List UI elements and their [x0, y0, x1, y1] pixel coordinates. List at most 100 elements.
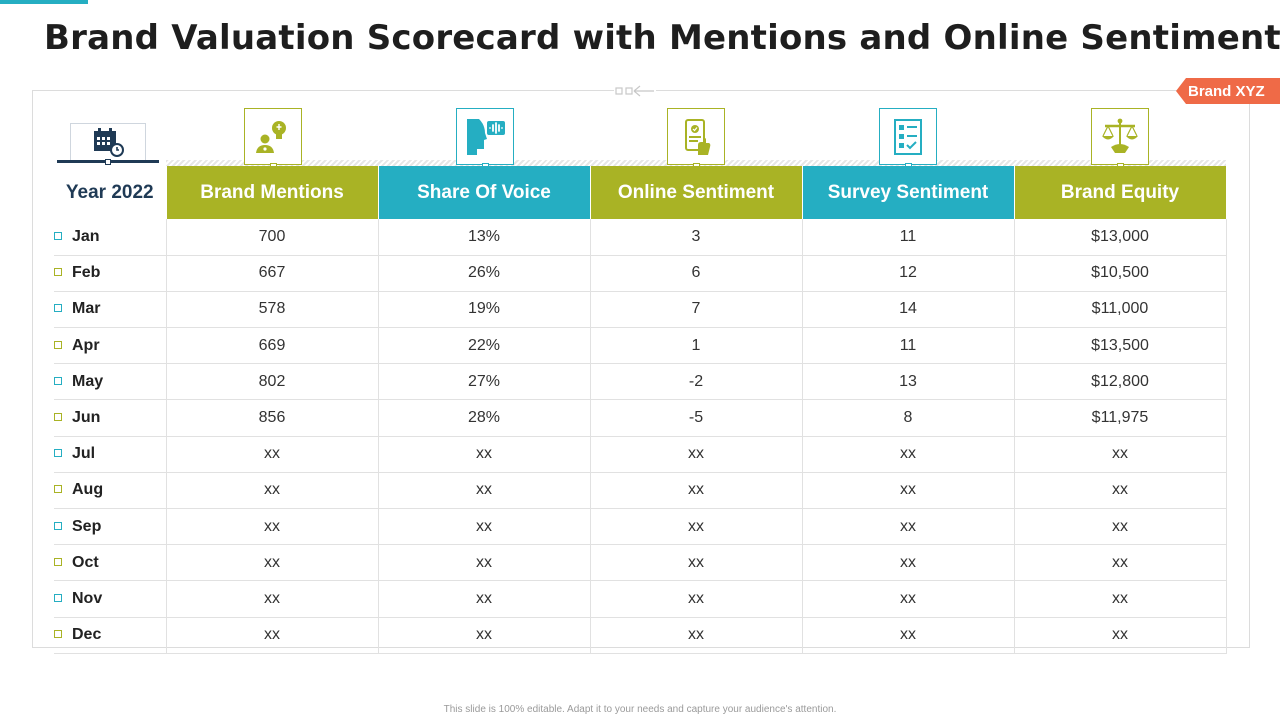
value-cell: xx	[1014, 436, 1227, 473]
value-cell: xx	[166, 472, 379, 510]
square-bullet-icon	[54, 231, 62, 240]
value-cell: xx	[166, 436, 379, 473]
value-cell: -2	[590, 363, 803, 401]
balance-scale-icon	[1102, 118, 1138, 153]
year-connector-dot	[105, 159, 111, 165]
value-cell: xx	[590, 544, 803, 582]
value-cell: 7	[590, 291, 803, 329]
square-bullet-icon	[54, 268, 62, 277]
value-cell: xx	[1014, 580, 1227, 618]
square-bullet-icon	[54, 521, 62, 530]
month-cell: Jan	[54, 219, 167, 256]
value-cell: $13,000	[1014, 219, 1227, 256]
calendar-icon	[94, 128, 124, 157]
value-cell: xx	[802, 436, 1015, 473]
share-of-voice-icon-box	[456, 108, 514, 170]
table-row: May 802 27% -2 13 $12,800	[54, 363, 1227, 401]
month-label: Apr	[72, 336, 100, 354]
month-label: May	[72, 372, 104, 390]
survey-sentiment-icon-box	[879, 108, 937, 170]
square-bullet-icon	[54, 557, 62, 566]
month-label: Aug	[72, 481, 104, 499]
value-cell: 19%	[378, 291, 591, 329]
table-row: Oct xx xx xx xx xx	[54, 544, 1227, 582]
value-cell: xx	[166, 580, 379, 618]
table-row: Jul xx xx xx xx xx	[54, 436, 1227, 473]
square-bullet-icon	[54, 304, 62, 313]
month-cell: May	[54, 363, 167, 401]
square-bullet-icon	[54, 413, 62, 422]
month-cell: Oct	[54, 544, 167, 582]
month-label: Nov	[72, 589, 103, 607]
value-cell: xx	[378, 508, 591, 546]
value-cell: 669	[166, 327, 379, 365]
value-cell: $13,500	[1014, 327, 1227, 365]
value-cell: 22%	[378, 327, 591, 365]
value-cell: 667	[166, 255, 379, 292]
value-cell: $12,800	[1014, 363, 1227, 401]
value-cell: xx	[802, 508, 1015, 546]
value-cell: 11	[802, 219, 1015, 256]
square-bullet-icon	[54, 340, 62, 349]
value-cell: xx	[166, 544, 379, 582]
value-cell: xx	[1014, 544, 1227, 582]
square-bullet-icon	[54, 485, 62, 494]
value-cell: 1	[590, 327, 803, 365]
online-sentiment-icon-box	[667, 108, 725, 170]
square-bullet-icon	[54, 630, 62, 639]
value-cell: xx	[590, 472, 803, 510]
table-body: Jan 700 13% 3 11 $13,000 Feb 667 26% 6 12 $10,500 Ma…	[54, 219, 1227, 654]
table-row: Mar 578 19% 7 14 $11,000	[54, 291, 1227, 329]
month-cell: Jul	[54, 436, 167, 473]
month-label: Mar	[72, 300, 101, 318]
square-bullet-icon	[54, 449, 62, 458]
table-row: Dec xx xx xx xx xx	[54, 617, 1227, 654]
table-row: Jan 700 13% 3 11 $13,000	[54, 219, 1227, 256]
month-cell: Sep	[54, 508, 167, 546]
brand-tag: Brand XYZ	[1176, 78, 1280, 104]
table-row: Aug xx xx xx xx xx	[54, 472, 1227, 510]
value-cell: xx	[802, 544, 1015, 582]
value-cell: xx	[590, 617, 803, 654]
value-cell: $11,975	[1014, 399, 1227, 437]
value-cell: xx	[378, 472, 591, 510]
scorecard-table: Year 2022 Brand Mentions Share Of Voice …	[54, 166, 1227, 654]
table-row: Feb 667 26% 6 12 $10,500	[54, 255, 1227, 292]
value-cell: xx	[590, 580, 803, 618]
value-cell: xx	[166, 617, 379, 654]
value-cell: xx	[802, 472, 1015, 510]
mobile-feedback-icon	[685, 118, 711, 155]
value-cell: xx	[590, 508, 803, 546]
value-cell: xx	[802, 617, 1015, 654]
month-cell: Jun	[54, 399, 167, 437]
page-title: Brand Valuation Scorecard with Mentions …	[44, 18, 1280, 58]
value-cell: 13	[802, 363, 1015, 401]
table-row: Jun 856 28% -5 8 $11,975	[54, 399, 1227, 437]
month-label: Sep	[72, 517, 102, 535]
checklist-icon	[894, 118, 922, 155]
lightbulb-person-icon	[256, 120, 286, 153]
brand-mentions-icon-box	[244, 108, 302, 170]
value-cell: 13%	[378, 219, 591, 256]
value-cell: xx	[378, 580, 591, 618]
footer-note: This slide is 100% editable. Adapt it to…	[443, 704, 837, 715]
square-bullet-icon	[54, 593, 62, 602]
value-cell: 856	[166, 399, 379, 437]
month-cell: Aug	[54, 472, 167, 510]
column-header-brand-equity: Brand Equity	[1014, 166, 1227, 219]
value-cell: 8	[802, 399, 1015, 437]
value-cell: 6	[590, 255, 803, 292]
value-cell: xx	[378, 544, 591, 582]
table-row: Nov xx xx xx xx xx	[54, 580, 1227, 618]
value-cell: xx	[1014, 508, 1227, 546]
month-cell: Feb	[54, 255, 167, 292]
value-cell: 26%	[378, 255, 591, 292]
month-cell: Mar	[54, 291, 167, 329]
value-cell: xx	[378, 436, 591, 473]
value-cell: 3	[590, 219, 803, 256]
value-cell: 802	[166, 363, 379, 401]
brand-equity-icon-box	[1091, 108, 1149, 170]
month-label: Dec	[72, 626, 102, 644]
frame-clip-icon	[614, 84, 656, 98]
value-cell: 700	[166, 219, 379, 256]
